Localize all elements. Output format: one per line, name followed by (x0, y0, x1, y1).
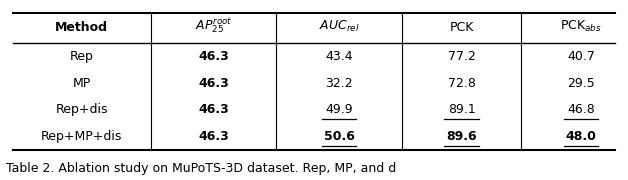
Text: 46.3: 46.3 (198, 130, 229, 143)
Text: 49.9: 49.9 (325, 103, 353, 116)
Text: 46.8: 46.8 (567, 103, 595, 116)
Text: 43.4: 43.4 (325, 50, 353, 63)
Text: Rep+dis: Rep+dis (55, 103, 108, 116)
Text: 72.8: 72.8 (448, 77, 475, 90)
Text: 40.7: 40.7 (567, 50, 595, 63)
Text: 89.1: 89.1 (448, 103, 475, 116)
Text: $AP_{25}^{root}$: $AP_{25}^{root}$ (195, 17, 232, 36)
Text: 77.2: 77.2 (448, 50, 475, 63)
Text: 46.3: 46.3 (198, 50, 229, 63)
Text: Table 2. Ablation study on MuPoTS-3D dataset. Rep, MP, and d: Table 2. Ablation study on MuPoTS-3D dat… (6, 162, 396, 175)
Text: PCK: PCK (450, 21, 474, 34)
Text: Rep+MP+dis: Rep+MP+dis (41, 130, 122, 143)
Text: 46.3: 46.3 (198, 77, 229, 90)
Text: 32.2: 32.2 (325, 77, 353, 90)
Text: 48.0: 48.0 (565, 130, 597, 143)
Text: $AUC_{rel}$: $AUC_{rel}$ (319, 19, 359, 34)
Text: Rep: Rep (70, 50, 94, 63)
Text: 46.3: 46.3 (198, 103, 229, 116)
Text: Method: Method (55, 21, 108, 34)
Text: PCK$_{abs}$: PCK$_{abs}$ (560, 19, 602, 34)
Text: 29.5: 29.5 (567, 77, 595, 90)
Text: 50.6: 50.6 (323, 130, 355, 143)
Text: 89.6: 89.6 (447, 130, 477, 143)
Text: MP: MP (72, 77, 91, 90)
